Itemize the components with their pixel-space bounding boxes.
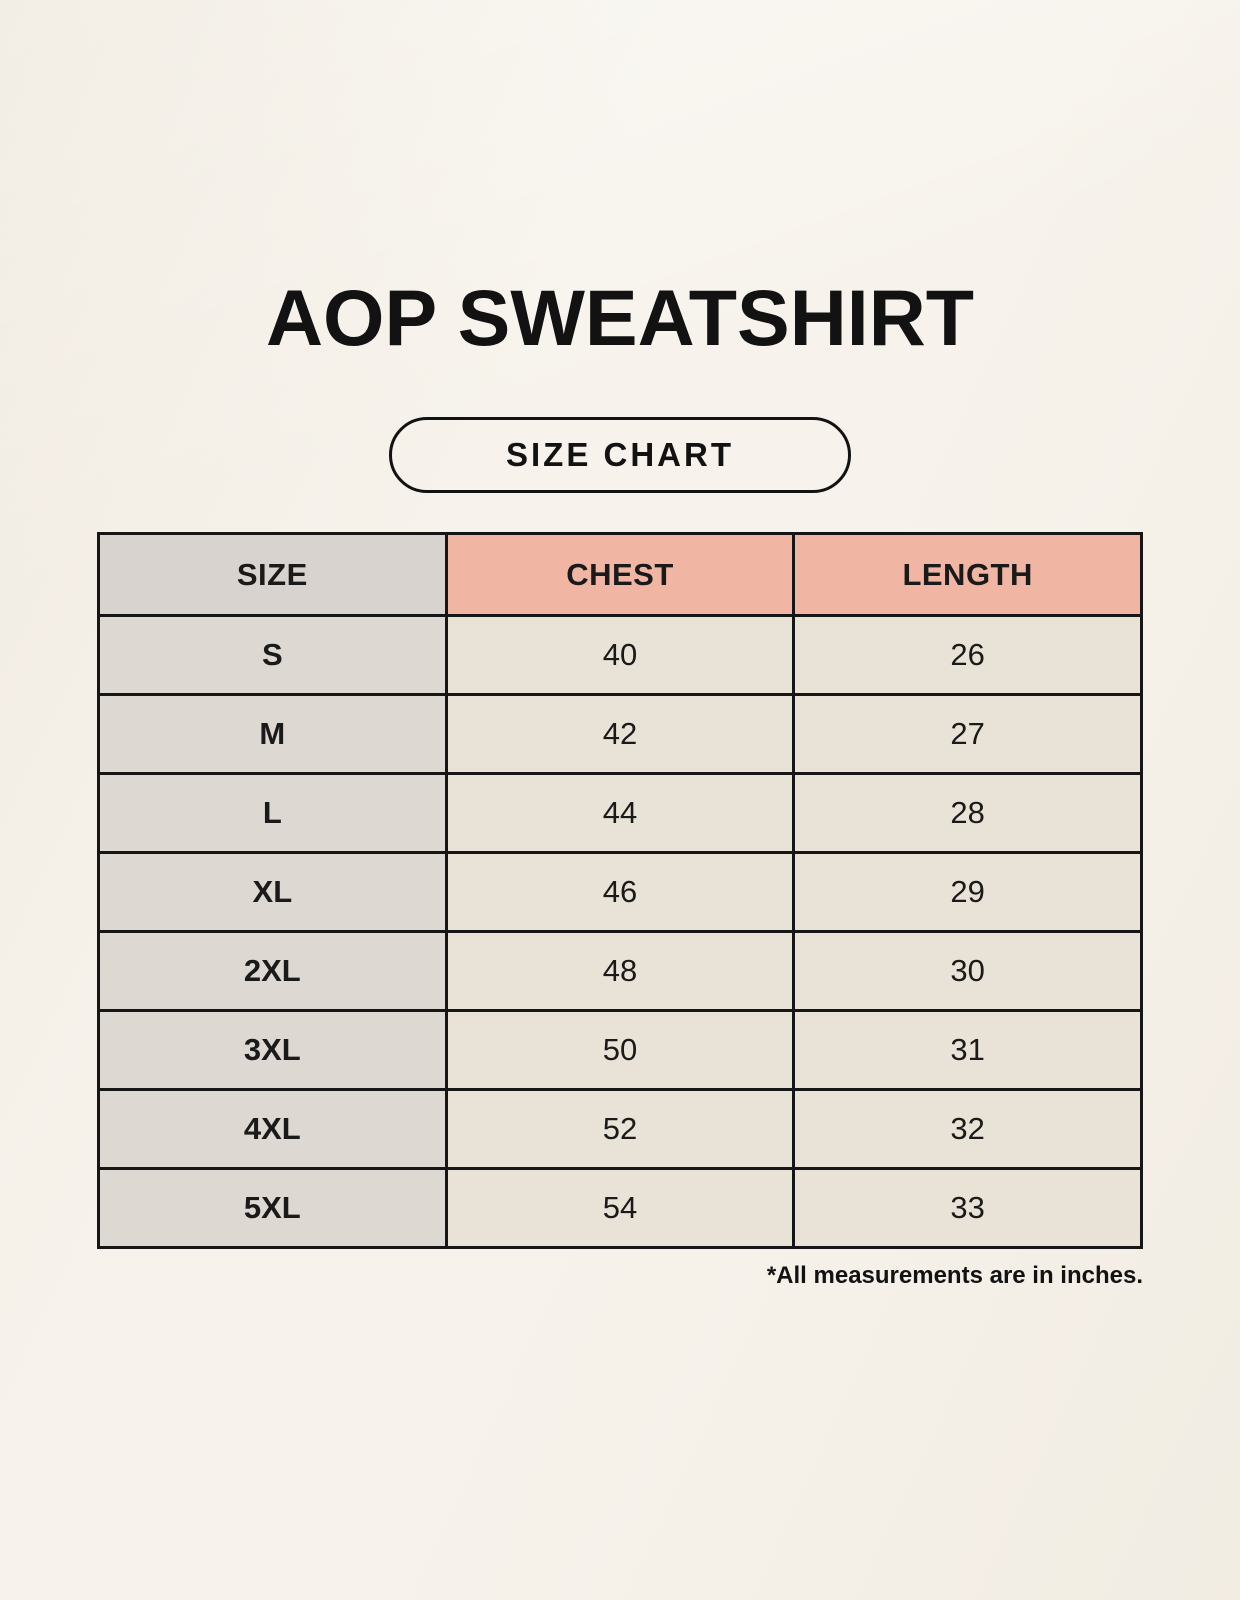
chest-cell: 40 xyxy=(444,614,796,696)
size-chart-badge-label: SIZE CHART xyxy=(506,436,734,473)
column-header-size: SIZE xyxy=(97,532,448,617)
size-chart-table: SIZE CHEST LENGTH S 40 26 M 42 27 L xyxy=(97,532,1143,1249)
table-row-l: L 44 28 xyxy=(97,772,1143,854)
chest-cell: 42 xyxy=(444,693,796,775)
size-cell: S xyxy=(97,614,448,696)
table-row-m: M 42 27 xyxy=(97,693,1143,775)
length-cell: 30 xyxy=(792,930,1143,1012)
table-header-row: SIZE CHEST LENGTH xyxy=(97,532,1143,617)
length-cell: 32 xyxy=(792,1088,1143,1170)
chest-cell: 50 xyxy=(444,1009,796,1091)
size-chart-table-container: SIZE CHEST LENGTH S 40 26 M 42 27 L xyxy=(97,532,1143,1249)
table-row-4xl: 4XL 52 32 xyxy=(97,1088,1143,1170)
size-cell: 4XL xyxy=(97,1088,448,1170)
length-cell: 31 xyxy=(792,1009,1143,1091)
length-cell: 28 xyxy=(792,772,1143,854)
chest-cell: 52 xyxy=(444,1088,796,1170)
table-row-xl: XL 46 29 xyxy=(97,851,1143,933)
chest-cell: 46 xyxy=(444,851,796,933)
size-cell: 2XL xyxy=(97,930,448,1012)
size-chart-badge: SIZE CHART xyxy=(389,417,851,493)
length-cell: 33 xyxy=(792,1167,1143,1249)
size-cell: XL xyxy=(97,851,448,933)
length-cell: 29 xyxy=(792,851,1143,933)
length-cell: 27 xyxy=(792,693,1143,775)
table-row-2xl: 2XL 48 30 xyxy=(97,930,1143,1012)
table-row-s: S 40 26 xyxy=(97,614,1143,696)
measurements-footnote: *All measurements are in inches. xyxy=(766,1262,1143,1289)
column-header-length: LENGTH xyxy=(792,532,1143,617)
chest-cell: 54 xyxy=(444,1167,796,1249)
column-header-chest: CHEST xyxy=(444,532,796,617)
size-cell: 5XL xyxy=(97,1167,448,1249)
chest-cell: 44 xyxy=(444,772,796,854)
page-title: AOP SWEATSHIRT xyxy=(265,273,975,362)
table-row-3xl: 3XL 50 31 xyxy=(97,1009,1143,1091)
size-cell: L xyxy=(97,772,448,854)
table-row-5xl: 5XL 54 33 xyxy=(97,1167,1143,1249)
length-cell: 26 xyxy=(792,614,1143,696)
size-cell: M xyxy=(97,693,448,775)
chest-cell: 48 xyxy=(444,930,796,1012)
size-cell: 3XL xyxy=(97,1009,448,1091)
